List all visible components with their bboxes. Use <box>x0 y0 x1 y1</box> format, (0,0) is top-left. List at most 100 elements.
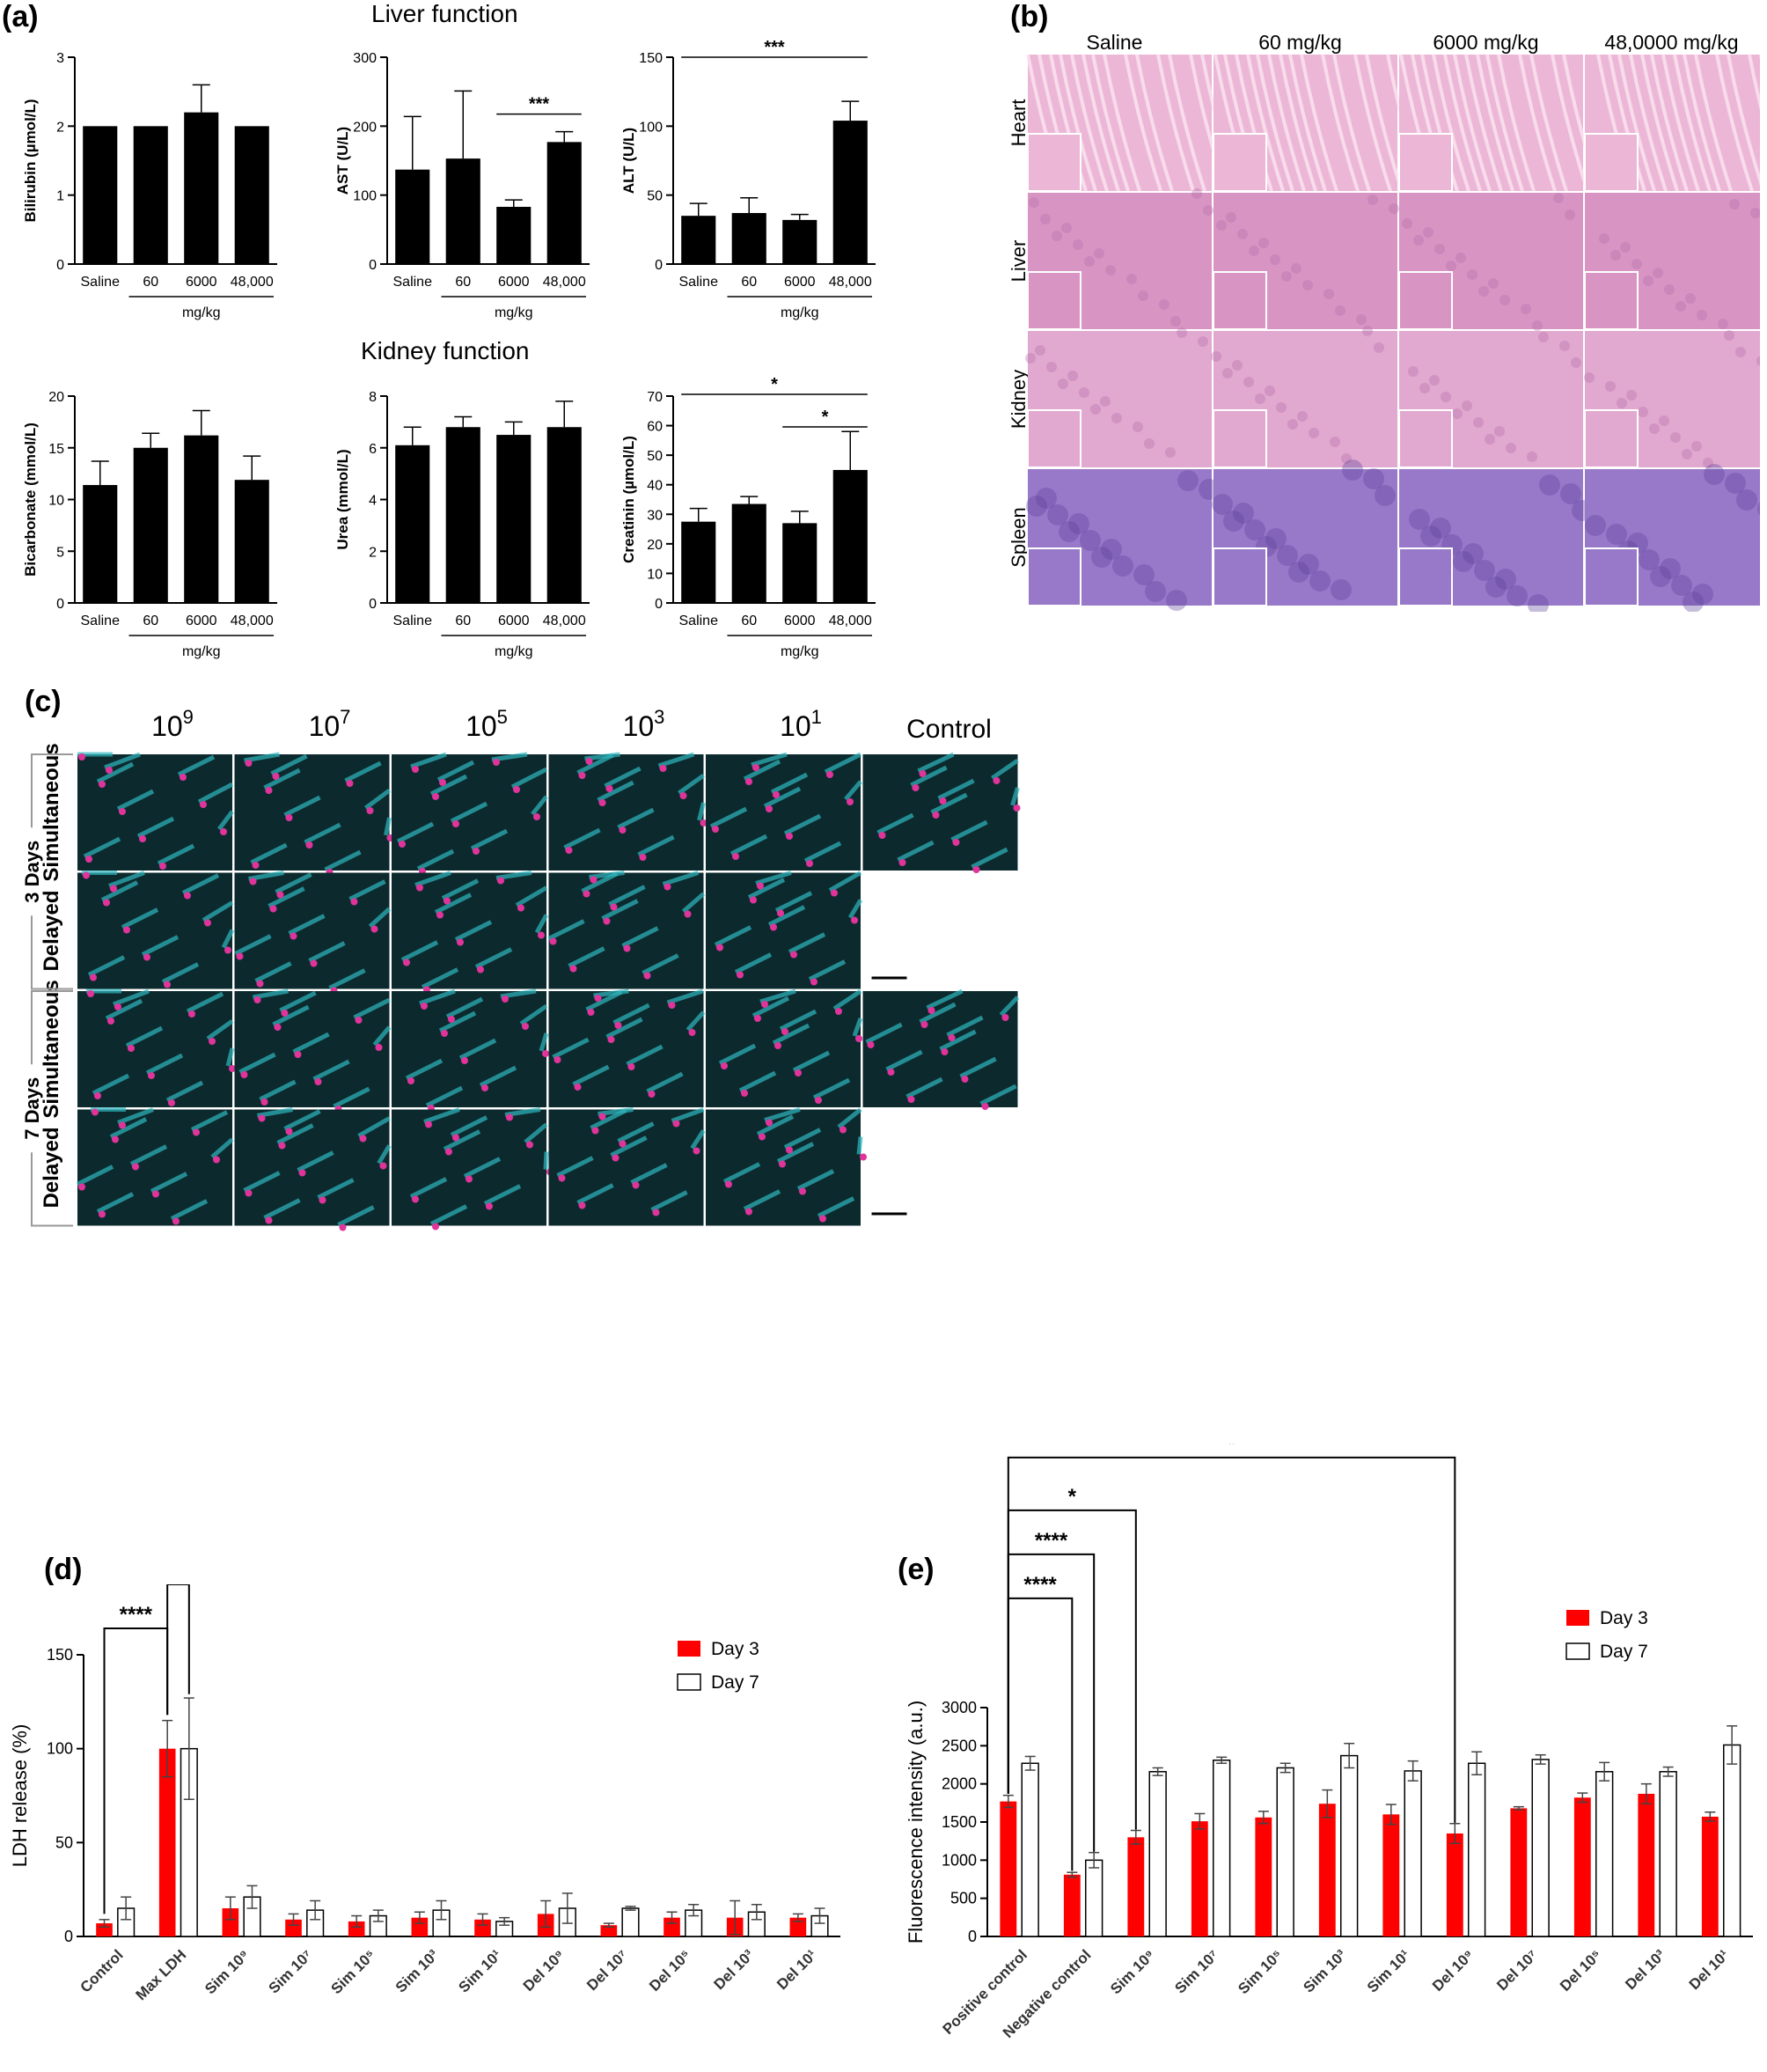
cell-fiber <box>770 772 809 795</box>
cell-nucleus <box>619 827 627 834</box>
x-tick-label: 48,000 <box>231 275 274 290</box>
y-tick-label: 50 <box>55 1833 73 1851</box>
cell-nucleus <box>224 946 231 954</box>
cell-nucleus <box>919 770 927 777</box>
histology-row-label: Kidney <box>1008 370 1030 429</box>
tissue-cell <box>1441 392 1451 402</box>
fluor-tile <box>77 754 232 871</box>
x-tick-label: Del 10⁹ <box>520 1946 568 1995</box>
cell-fiber <box>946 1015 984 1038</box>
tissue-cell <box>1389 203 1399 214</box>
cell-nucleus <box>379 1162 387 1170</box>
tissue-fiber <box>1246 54 1285 192</box>
histology-inset <box>1027 133 1081 192</box>
cell-fiber <box>959 1056 997 1079</box>
x-tick-label: Del 10⁵ <box>1557 1946 1605 1995</box>
y-axis-label: LDH release (%) <box>9 1724 31 1868</box>
y-tick-label: 2 <box>56 120 64 135</box>
cell-fiber <box>626 1044 664 1067</box>
tissue-cell <box>1453 551 1474 572</box>
cell-fiber <box>243 1171 281 1193</box>
cell-fiber <box>917 752 955 774</box>
cell-nucleus <box>855 1035 862 1042</box>
cell-nucleus <box>590 876 598 884</box>
y-tick-label: 0 <box>655 597 663 612</box>
y-tick-label: 1500 <box>942 1813 977 1831</box>
cell-fiber <box>117 1107 154 1125</box>
tissue-cell <box>1506 443 1516 453</box>
tissue-cell <box>1692 584 1713 605</box>
cell-nucleus <box>432 793 439 800</box>
cell-nucleus <box>209 1038 216 1045</box>
cell-nucleus <box>745 1208 752 1216</box>
tissue-fiber <box>1485 54 1524 192</box>
cell-nucleus <box>103 899 110 907</box>
bar-day3 <box>1573 1797 1591 1936</box>
cell-nucleus <box>627 1063 635 1070</box>
tissue-fiber <box>1332 54 1371 192</box>
tissue-fiber <box>1673 54 1712 192</box>
tissue-fiber <box>1683 54 1721 192</box>
cell-fiber <box>454 920 493 942</box>
cell-fiber <box>563 827 601 850</box>
tissue-cell <box>1599 233 1609 244</box>
fluor-tile <box>392 1109 546 1226</box>
tissue-cell <box>1112 555 1133 577</box>
cell-fiber <box>438 1010 477 1033</box>
cell-nucleus <box>204 919 211 927</box>
cell-nucleus <box>445 1148 452 1156</box>
cell-fiber <box>991 758 1019 781</box>
cell-fiber <box>263 768 301 790</box>
cell-nucleus <box>583 890 590 898</box>
tissue-cell <box>1223 511 1244 532</box>
tissue-cell <box>1244 519 1265 540</box>
cell-fiber <box>275 872 312 894</box>
cell-nucleus <box>461 1057 468 1064</box>
cell-fiber <box>250 842 288 865</box>
cell-nucleus <box>444 897 451 905</box>
cell-fiber <box>443 1129 481 1151</box>
histology-inset <box>1213 547 1267 606</box>
cell-fiber <box>113 988 150 1007</box>
tissue-cell <box>1270 254 1280 265</box>
cell-nucleus <box>1001 1014 1009 1021</box>
cell-nucleus <box>920 1021 928 1028</box>
bar <box>832 121 868 264</box>
tissue-fiber <box>1432 54 1470 192</box>
tissue-cell <box>1198 336 1208 347</box>
cell-nucleus <box>319 1196 326 1204</box>
cell-fiber <box>353 997 391 1020</box>
cell-fiber <box>109 1117 148 1139</box>
bar-day3 <box>1127 1837 1145 1936</box>
cell-nucleus <box>486 1202 493 1210</box>
bar <box>782 523 818 603</box>
legend-label: Day 7 <box>711 1672 759 1693</box>
tissue-cell <box>1091 547 1112 568</box>
tissue-cell <box>1467 269 1477 280</box>
tissue-cell <box>1725 473 1746 494</box>
x-tick-label: 60 <box>741 614 757 628</box>
cell-fiber <box>856 1136 863 1155</box>
cell-nucleus <box>737 971 744 979</box>
cell-fiber <box>259 1079 297 1102</box>
y-tick-label: 30 <box>647 508 663 523</box>
cell-nucleus <box>898 859 906 866</box>
cell-nucleus <box>612 1154 620 1162</box>
tissue-cell <box>1675 301 1686 312</box>
chart-alt: ALT (U/L) 0 50 100 150 Saline 60 6000 48,000 mg/k… <box>620 38 876 320</box>
cell-fiber <box>803 841 842 863</box>
cell-fiber <box>463 1157 502 1179</box>
cell-nucleus <box>448 1016 455 1023</box>
cell-nucleus <box>139 835 146 842</box>
cell-fiber <box>621 926 659 948</box>
tissue-cell <box>1413 235 1424 246</box>
tissue-fiber <box>1715 54 1754 192</box>
cell-fiber <box>76 1165 114 1187</box>
cell-fiber <box>357 1116 391 1138</box>
tissue-cell <box>1423 227 1433 238</box>
cell-fiber <box>429 1204 468 1226</box>
cell-nucleus <box>679 792 687 799</box>
bar-day3 <box>789 1917 807 1936</box>
tissue-cell <box>1485 434 1495 445</box>
tissue-fiber <box>1103 54 1141 192</box>
